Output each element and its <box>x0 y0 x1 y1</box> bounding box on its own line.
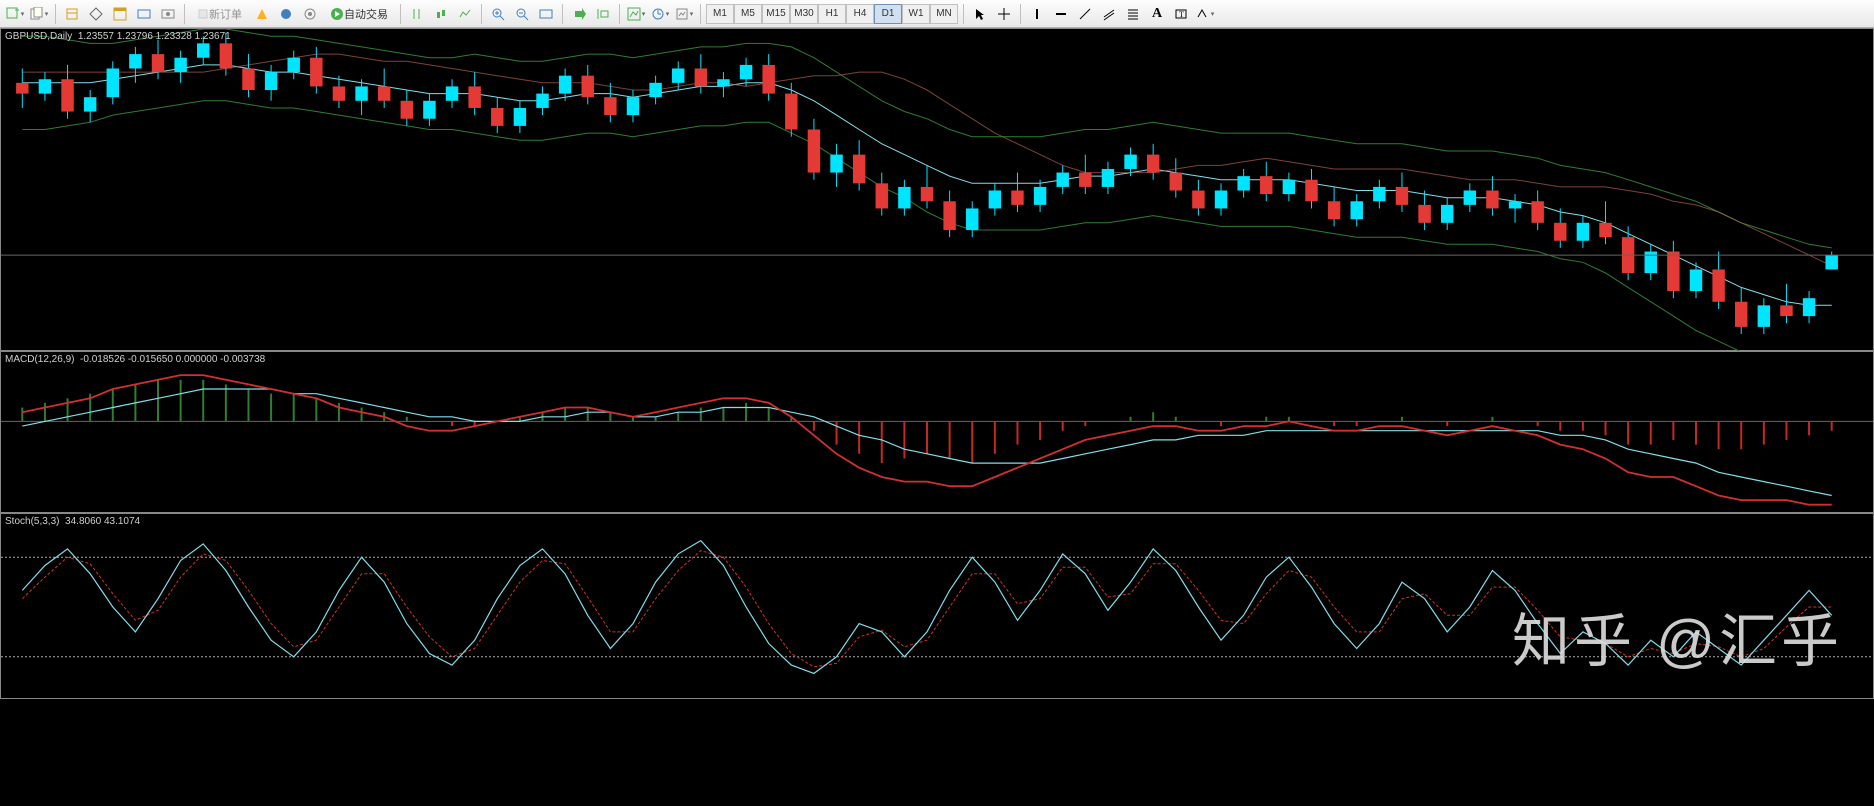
timeframe-m5[interactable]: M5 <box>734 4 762 24</box>
chart-shift2-icon[interactable] <box>592 3 614 25</box>
ohlc-text: 1.23557 1.23796 1.23328 1.23671 <box>78 31 231 42</box>
stoch-label: Stoch(5,3,3) 34.8060 43.1074 <box>5 516 140 527</box>
timeframe-m15[interactable]: M15 <box>762 4 790 24</box>
macd-svg <box>1 352 1873 514</box>
timeframe-m1[interactable]: M1 <box>706 4 734 24</box>
auto-scroll-icon[interactable] <box>535 3 557 25</box>
horizontal-line-icon[interactable] <box>1050 3 1072 25</box>
main-toolbar: ▾ ▾ 新订单 自动交易 ▾ ▾ ▾ M1M5M15M30H1H4D1W1MN … <box>0 0 1874 28</box>
new-chart-icon[interactable]: ▾ <box>4 3 26 25</box>
channel-icon[interactable] <box>1098 3 1120 25</box>
new-order-label: 新订单 <box>209 6 242 22</box>
zoom-out-icon[interactable] <box>511 3 533 25</box>
strategy-tester-icon[interactable] <box>157 3 179 25</box>
timeframe-buttons: M1M5M15M30H1H4D1W1MN <box>706 4 958 24</box>
profiles-icon[interactable]: ▾ <box>28 3 50 25</box>
macd-label: MACD(12,26,9) -0.018526 -0.015650 0.0000… <box>5 354 265 365</box>
macd-panel[interactable]: MACD(12,26,9) -0.018526 -0.015650 0.0000… <box>0 351 1874 513</box>
line-chart-icon[interactable] <box>454 3 476 25</box>
macd-values-text: -0.018526 -0.015650 0.000000 -0.003738 <box>80 354 265 365</box>
objects-icon[interactable]: ▾ <box>1194 3 1216 25</box>
metaquotes-icon[interactable] <box>251 3 273 25</box>
timeframe-mn[interactable]: MN <box>930 4 958 24</box>
options-icon[interactable] <box>299 3 321 25</box>
stoch-name-text: Stoch(5,3,3) <box>5 516 59 527</box>
zoom-in-icon[interactable] <box>487 3 509 25</box>
terminal-icon[interactable] <box>133 3 155 25</box>
trendline-icon[interactable] <box>1074 3 1096 25</box>
chart-area: GBPUSD,Daily 1.23557 1.23796 1.23328 1.2… <box>0 28 1874 699</box>
macd-name-text: MACD(12,26,9) <box>5 354 74 365</box>
timeframe-h4[interactable]: H4 <box>846 4 874 24</box>
templates-icon[interactable]: ▾ <box>673 3 695 25</box>
expert-advisors-icon[interactable] <box>275 3 297 25</box>
symbol-text: GBPUSD,Daily <box>5 31 72 42</box>
indicators-icon[interactable]: ▾ <box>625 3 647 25</box>
navigator-icon[interactable] <box>85 3 107 25</box>
timeframe-w1[interactable]: W1 <box>902 4 930 24</box>
price-chart-panel[interactable]: GBPUSD,Daily 1.23557 1.23796 1.23328 1.2… <box>0 28 1874 351</box>
auto-trading-label: 自动交易 <box>344 6 388 22</box>
bar-chart-icon[interactable] <box>406 3 428 25</box>
timeframe-m30[interactable]: M30 <box>790 4 818 24</box>
crosshair-icon[interactable] <box>993 3 1015 25</box>
periodicity-icon[interactable]: ▾ <box>649 3 671 25</box>
price-chart-label: GBPUSD,Daily 1.23557 1.23796 1.23328 1.2… <box>5 31 231 42</box>
price-chart-svg <box>1 29 1873 352</box>
stoch-values-text: 34.8060 43.1074 <box>65 516 140 527</box>
chart-shift-icon[interactable] <box>568 3 590 25</box>
timeframe-d1[interactable]: D1 <box>874 4 902 24</box>
data-window-icon[interactable] <box>109 3 131 25</box>
vertical-line-icon[interactable] <box>1026 3 1048 25</box>
text-label-icon[interactable]: T <box>1170 3 1192 25</box>
stoch-panel[interactable]: Stoch(5,3,3) 34.8060 43.1074 知乎 @汇乎 <box>0 513 1874 699</box>
cursor-icon[interactable] <box>969 3 991 25</box>
fibonacci-icon[interactable] <box>1122 3 1144 25</box>
new-order-button[interactable]: 新订单 <box>190 3 249 25</box>
timeframe-h1[interactable]: H1 <box>818 4 846 24</box>
market-watch-icon[interactable] <box>61 3 83 25</box>
auto-trading-button[interactable]: 自动交易 <box>323 3 395 25</box>
candlestick-icon[interactable] <box>430 3 452 25</box>
svg-text:T: T <box>1179 10 1184 19</box>
text-icon[interactable]: A <box>1146 3 1168 25</box>
watermark-text: 知乎 @汇乎 <box>1512 594 1843 678</box>
